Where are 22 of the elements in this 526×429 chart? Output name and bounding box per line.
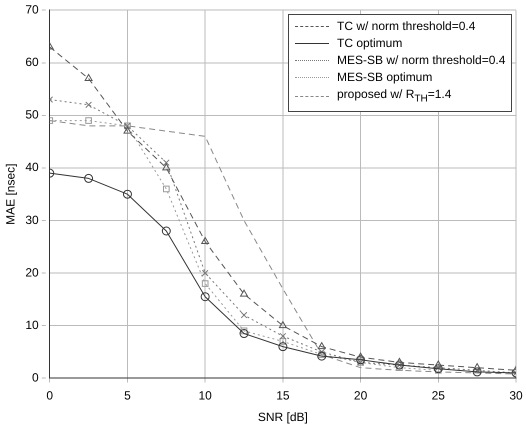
x-tick-label: 30 (509, 388, 523, 403)
x-tick-label: 0 (46, 388, 54, 403)
y-tick-label: 40 (25, 160, 40, 174)
x-tick-label: 5 (124, 388, 132, 403)
legend-label: MES-SB w/ norm threshold=0.4 (337, 52, 506, 70)
y-tick-label: 20 (25, 265, 40, 280)
y-tick-label: 0 (32, 370, 40, 385)
x-tick-label: 25 (432, 388, 446, 403)
y-tick-label: 70 (25, 2, 40, 17)
legend-label: MES-SB optimum (337, 69, 432, 86)
y-axis-title: MAE [nsec] (4, 164, 18, 225)
legend-label: TC w/ norm threshold=0.4 (337, 18, 476, 36)
y-tick-label: 50 (25, 108, 40, 122)
y-tick-label: 10 (25, 318, 40, 332)
x-axis-title: SNR [dB] (258, 410, 308, 424)
x-tick-label: 20 (354, 388, 368, 403)
legend-label: proposed w/ R$_{TH}$=1.4 (337, 86, 452, 107)
y-tick-label: 60 (25, 55, 40, 70)
y-tick-label: 30 (25, 212, 40, 227)
legend-label: TC optimum (337, 35, 402, 52)
x-tick-label: 10 (198, 388, 212, 403)
x-tick-label: 15 (276, 388, 290, 403)
